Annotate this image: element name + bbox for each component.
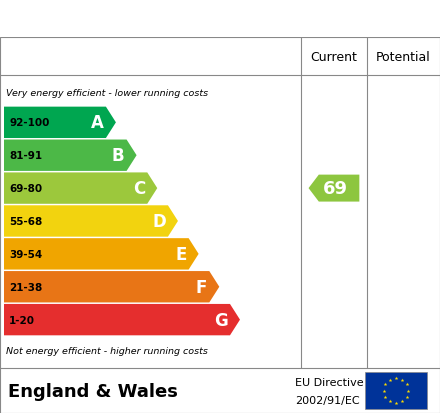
Polygon shape	[308, 175, 359, 202]
Text: Not energy efficient - higher running costs: Not energy efficient - higher running co…	[6, 346, 208, 355]
Text: England & Wales: England & Wales	[8, 382, 178, 400]
Text: C: C	[133, 180, 145, 197]
Text: 2002/91/EC: 2002/91/EC	[295, 396, 359, 406]
Text: 55-68: 55-68	[9, 216, 42, 226]
Text: G: G	[214, 311, 228, 329]
Text: D: D	[152, 212, 166, 230]
Text: 1-20: 1-20	[9, 315, 35, 325]
Text: Current: Current	[311, 50, 357, 64]
Text: EU Directive: EU Directive	[295, 377, 363, 387]
Polygon shape	[4, 107, 116, 139]
Text: Energy Efficiency Rating: Energy Efficiency Rating	[11, 9, 299, 29]
Text: Very energy efficient - lower running costs: Very energy efficient - lower running co…	[6, 89, 208, 98]
Text: E: E	[175, 245, 187, 263]
Text: 21-38: 21-38	[9, 282, 42, 292]
Text: 69: 69	[323, 180, 348, 197]
Text: Potential: Potential	[376, 50, 431, 64]
Polygon shape	[4, 304, 240, 335]
Polygon shape	[4, 239, 198, 270]
Polygon shape	[4, 140, 136, 171]
Polygon shape	[4, 173, 157, 204]
Polygon shape	[4, 271, 219, 303]
Polygon shape	[4, 206, 178, 237]
Text: F: F	[196, 278, 207, 296]
Text: 92-100: 92-100	[9, 118, 49, 128]
Text: A: A	[91, 114, 104, 132]
Bar	[365, 372, 427, 409]
Text: B: B	[112, 147, 125, 165]
Text: 69-80: 69-80	[9, 184, 42, 194]
Text: 39-54: 39-54	[9, 249, 42, 259]
Text: 81-91: 81-91	[9, 151, 42, 161]
